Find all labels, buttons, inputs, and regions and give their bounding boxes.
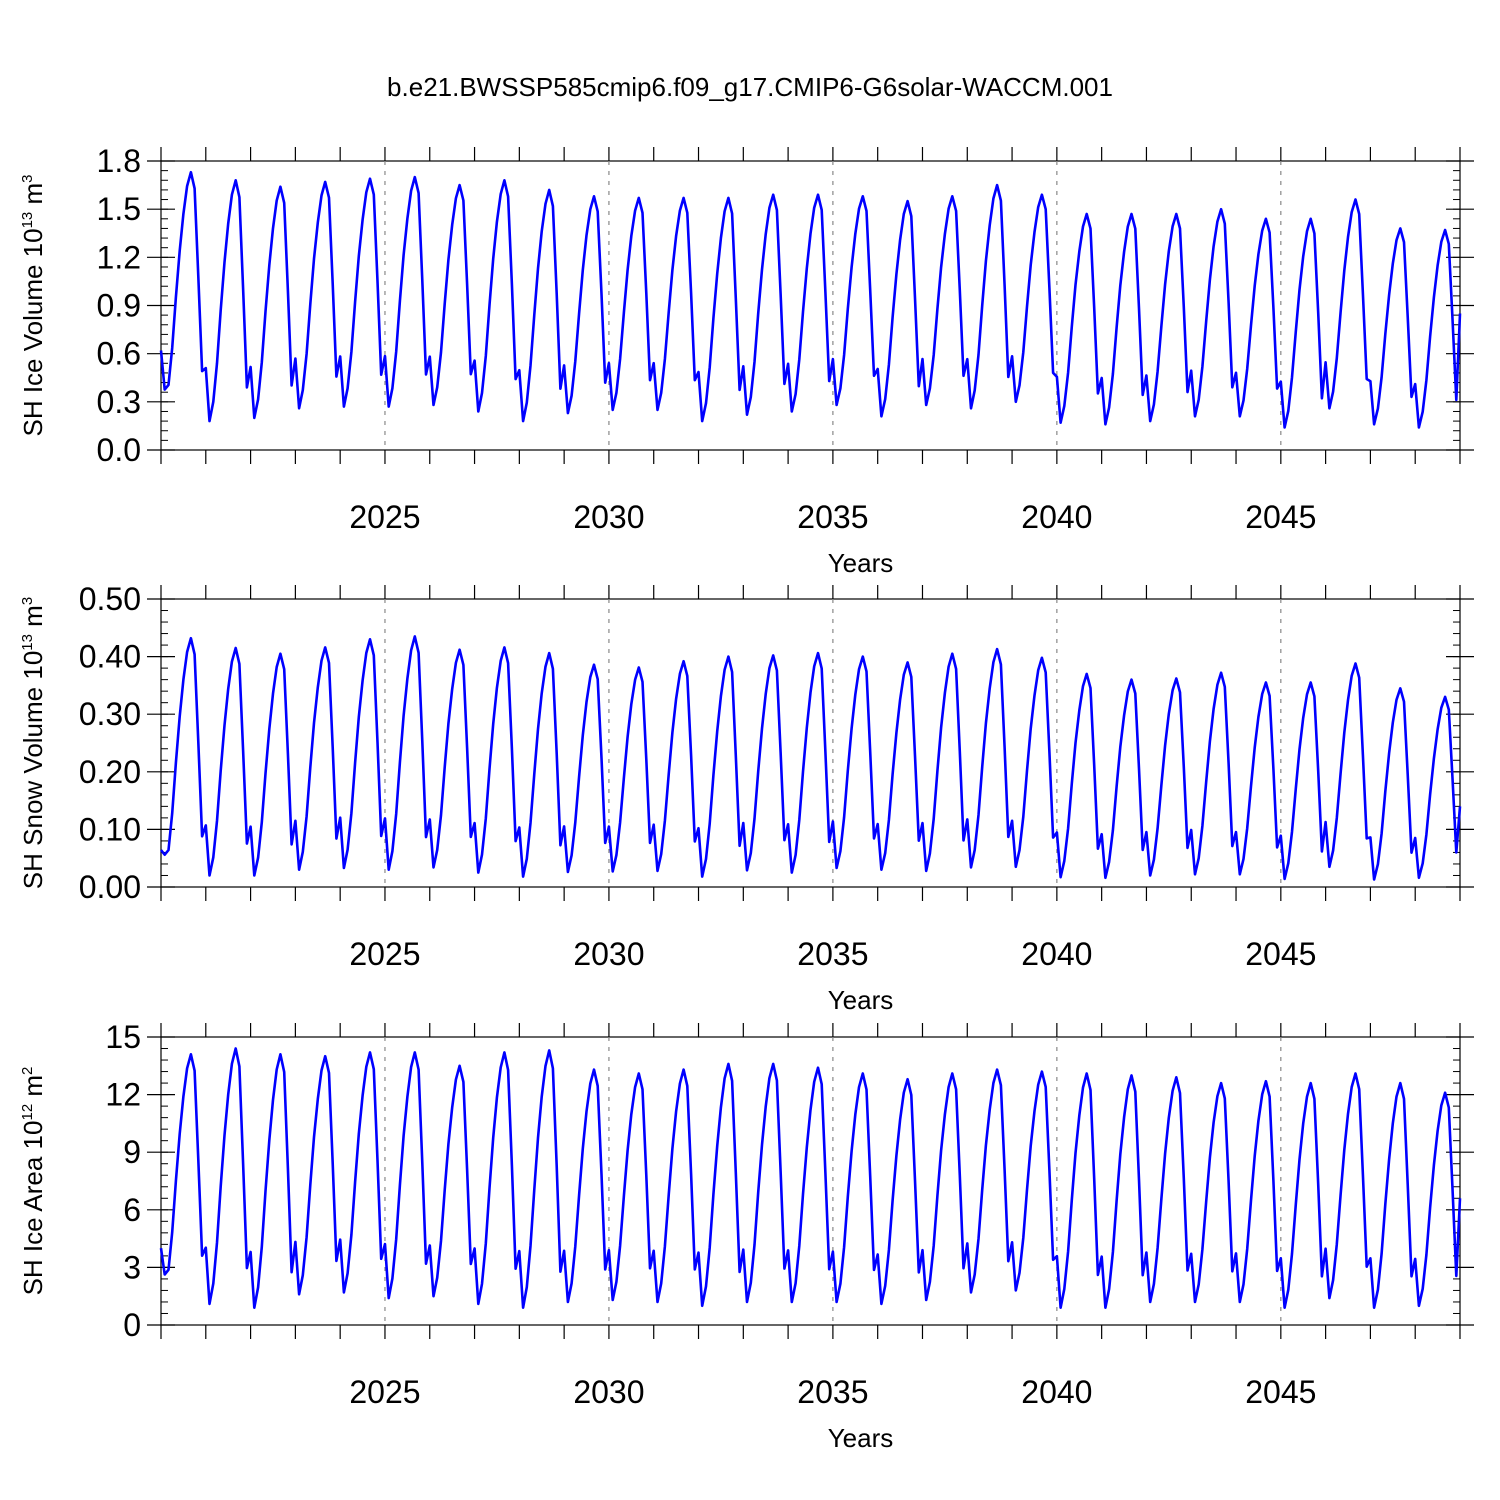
y-axis-label: SH Ice Area 1012 m2 [18, 1067, 48, 1296]
y-tick-label: 0.30 [79, 696, 141, 732]
x-tick-label: 2030 [573, 936, 644, 972]
series-line [159, 635, 1462, 881]
x-tick-label: 2025 [349, 936, 420, 972]
y-tick-label: 9 [123, 1134, 141, 1170]
plot-frame [160, 598, 1461, 888]
series-line [159, 170, 1462, 429]
y-tick-label: 12 [105, 1077, 141, 1113]
ice-area-panel: 0 3 6 9 12 15 2025 2030 2035 2040 2045 Years SH Ice … [18, 1019, 1474, 1453]
y-tick-label: 0.50 [79, 581, 141, 617]
series-line [159, 1047, 1462, 1309]
plot-frame [160, 1036, 1461, 1326]
y-tick-label: 0.3 [97, 384, 141, 420]
x-tick-label: 2035 [797, 1374, 868, 1410]
x-tick-label: 2040 [1021, 936, 1092, 972]
y-tick-label: 1.2 [97, 239, 141, 275]
y-tick-label: 0.20 [79, 754, 141, 790]
x-tick-label: 2045 [1245, 936, 1316, 972]
figure-title: b.e21.BWSSP585cmip6.f09_g17.CMIP6-G6sola… [387, 72, 1113, 102]
x-tick-label: 2040 [1021, 499, 1092, 535]
x-tick-label: 2030 [573, 499, 644, 535]
x-tick-label: 2030 [573, 1374, 644, 1410]
y-tick-label: 0.40 [79, 639, 141, 675]
x-axis-label: Years [828, 548, 894, 578]
ice-volume-panel: 0.0 0.3 0.6 0.9 1.2 1.5 1.8 2025 2030 2035 2040 204… [18, 143, 1474, 578]
y-axis-label: SH Ice Volume 1013 m3 [18, 174, 48, 436]
y-tick-label: 0.9 [97, 288, 141, 324]
x-tick-label: 2035 [797, 499, 868, 535]
snow-volume-panel: 0.00 0.10 0.20 0.30 0.40 0.50 2025 2030 2035 2040… [18, 581, 1474, 1015]
y-axis-label: SH Snow Volume 1013 m3 [18, 597, 48, 889]
y-tick-label: 3 [123, 1249, 141, 1285]
x-axis-label: Years [828, 1423, 894, 1453]
x-tick-label: 2045 [1245, 499, 1316, 535]
y-tick-label: 0.0 [97, 432, 141, 468]
y-tick-label: 0.00 [79, 869, 141, 905]
y-tick-label: 0.6 [97, 336, 141, 372]
y-tick-label: 0.10 [79, 811, 141, 847]
y-tick-label: 1.8 [97, 143, 141, 179]
x-tick-label: 2025 [349, 499, 420, 535]
x-tick-label: 2025 [349, 1374, 420, 1410]
x-tick-label: 2035 [797, 936, 868, 972]
y-tick-label: 0 [123, 1307, 141, 1343]
x-tick-label: 2045 [1245, 1374, 1316, 1410]
y-tick-label: 15 [105, 1019, 141, 1055]
y-tick-label: 6 [123, 1192, 141, 1228]
y-tick-label: 1.5 [97, 191, 141, 227]
x-axis-label: Years [828, 985, 894, 1015]
x-tick-label: 2040 [1021, 1374, 1092, 1410]
